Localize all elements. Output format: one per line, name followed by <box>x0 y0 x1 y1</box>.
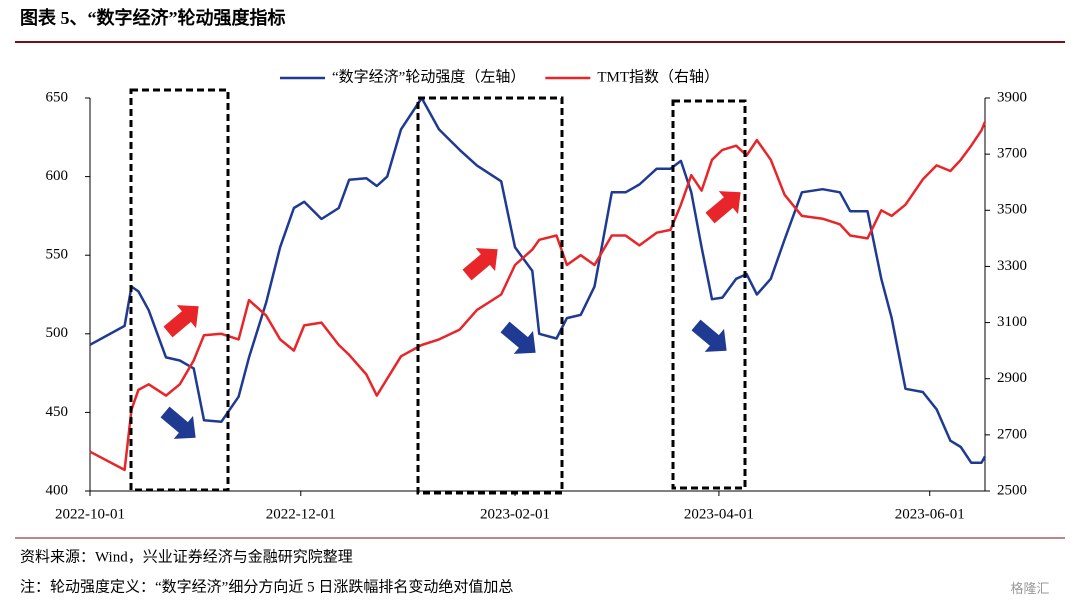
y-tick-label: 450 <box>46 404 69 420</box>
highlight-box <box>671 99 747 490</box>
y2-tick-label: 3300 <box>997 258 1027 274</box>
down-arrow <box>160 406 196 439</box>
plot: 400 450 500 550 600 650 2500 2700 2900 3100 3300 35… <box>46 68 1028 522</box>
x-tick-label: 2023-02-01 <box>480 506 550 522</box>
x-tick-label: 2022-12-01 <box>266 506 336 522</box>
y-tick-label: 500 <box>46 325 69 341</box>
watermark: 格隆汇 <box>1010 581 1049 596</box>
y2-tick-label: 2700 <box>997 426 1027 442</box>
series-line <box>89 121 987 472</box>
y2-tick-label: 3700 <box>997 146 1027 162</box>
up-arrow <box>163 305 199 338</box>
highlight-box <box>416 96 564 495</box>
highlight-box <box>129 88 230 492</box>
y2-tick-label: 3100 <box>997 314 1027 330</box>
arrows <box>160 191 741 439</box>
y-tick-label: 600 <box>46 168 69 184</box>
y2-tick-label: 2900 <box>997 370 1027 386</box>
up-arrow <box>705 191 741 224</box>
legend-label: “数字经济”轮动强度（左轴） <box>332 68 525 85</box>
legend-label: TMT指数（右轴） <box>597 68 719 85</box>
x-tick-label: 2023-06-01 <box>895 506 965 522</box>
series-line <box>89 96 987 464</box>
y-tick-label: 650 <box>46 89 69 105</box>
source: 资料来源：Wind，兴业证券经济与金融研究院整理 <box>20 547 353 565</box>
y2-tick-label: 2500 <box>997 482 1027 498</box>
x-tick-label: 2023-04-01 <box>684 506 754 522</box>
y2-tick-label: 3500 <box>997 202 1027 218</box>
note: 注：轮动强度定义：“数字经济”细分方向近 5 日涨跌幅排名变动绝对值加总 <box>20 578 513 595</box>
highlight-boxes <box>129 88 747 495</box>
y2-tick-label: 3900 <box>997 89 1027 105</box>
down-arrow <box>500 321 536 354</box>
y-tick-label: 400 <box>46 482 69 498</box>
y-tick-label: 550 <box>46 247 69 263</box>
up-arrow <box>462 248 498 281</box>
x-tick-label: 2022-10-01 <box>55 506 125 522</box>
page-title: 图表 5、“数字经济”轮动强度指标 <box>20 7 286 28</box>
down-arrow <box>691 319 727 352</box>
